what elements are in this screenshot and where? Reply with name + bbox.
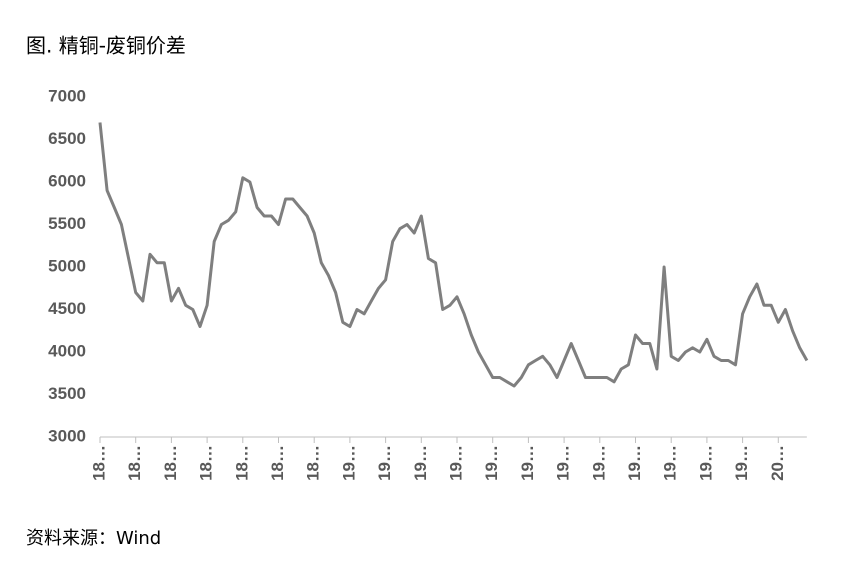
x-tick-label: 19… <box>661 445 680 481</box>
x-tick-label: 19… <box>696 445 715 481</box>
x-tick-label: 18… <box>197 445 216 481</box>
source: 资料来源：Wind <box>26 528 161 549</box>
x-tick-label: 19… <box>375 445 394 481</box>
x-tick-label: 18… <box>161 445 180 481</box>
x-tick-label: 18… <box>268 445 287 481</box>
y-tick-label: 6500 <box>48 129 86 148</box>
x-tick-label: 19… <box>518 445 537 481</box>
y-tick-label: 5500 <box>48 214 86 233</box>
x-tick-label: 19… <box>589 445 608 481</box>
x-tick-label: 19… <box>446 445 465 481</box>
line <box>98 122 809 388</box>
x-tick-label: 19… <box>339 445 358 481</box>
x-tick-label: 20… <box>768 445 787 481</box>
x-tick-label: 18… <box>89 445 108 481</box>
y-tick-label: 7000 <box>48 86 86 105</box>
x-tick-label: 19… <box>625 445 644 481</box>
y-tick-label: 3000 <box>48 426 86 445</box>
y-tick-label: 5000 <box>48 256 86 275</box>
y-tick-label: 6000 <box>48 171 86 190</box>
x-tick-label: 18… <box>125 445 144 481</box>
x-tick-label: 19… <box>732 445 751 481</box>
x-tick-label: 18… <box>304 445 323 481</box>
chart-title: 图. 精铜-废铜价差 <box>26 34 186 58</box>
x-tick-label: 18… <box>232 445 251 481</box>
y-tick-label: 3500 <box>48 384 86 403</box>
x-tick-label: 19… <box>554 445 573 481</box>
x-tick-label: 19… <box>411 445 430 481</box>
y-tick-label: 4500 <box>48 299 86 318</box>
y-tick-label: 4000 <box>48 341 86 360</box>
x-tick-label: 19… <box>482 445 501 481</box>
